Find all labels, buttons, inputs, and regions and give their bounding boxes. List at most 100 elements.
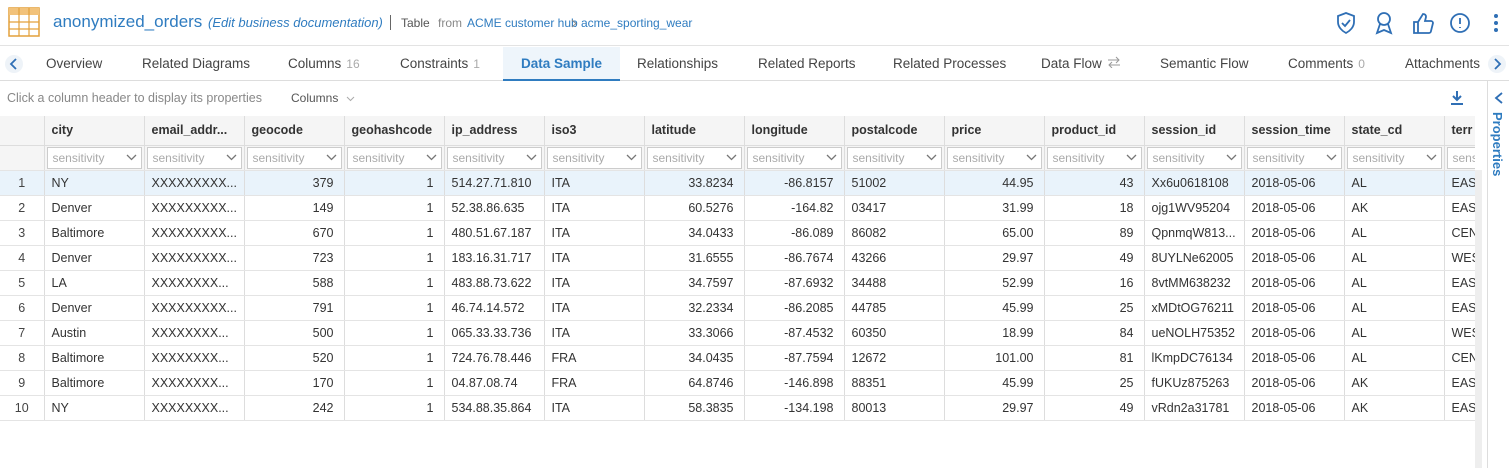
tab[interactable]: Comments 0 — [1288, 47, 1365, 81]
data-row[interactable]: 9 Baltimore XXXXXXXX... 170 1 04.87.08.74 FRA 6… — [0, 370, 1475, 396]
data-row[interactable]: 2 Denver XXXXXXXXX... 149 1 52.38.86.635 ITA 60… — [0, 195, 1475, 221]
cell: CEN — [1444, 220, 1475, 246]
cell: 43 — [1044, 170, 1145, 196]
tab[interactable]: Related Reports — [758, 47, 856, 81]
sensitivity-filter[interactable]: sensitivity — [1446, 146, 1476, 169]
sensitivity-filter[interactable]: sensitivity — [646, 146, 742, 169]
data-row[interactable]: 1 NY XXXXXXXXX... 379 1 514.27.71.810 ITA 33.82… — [0, 170, 1475, 196]
data-row[interactable]: 10 NY XXXXXXXX... 242 1 534.88.35.864 ITA 58.38… — [0, 395, 1475, 421]
sensitivity-filter[interactable]: sensitivity — [546, 146, 642, 169]
sensitivity-filter[interactable]: sensitivity — [1346, 146, 1442, 169]
filter-caret — [426, 154, 436, 160]
sensitivity-filter[interactable]: sensitivity — [246, 146, 342, 169]
like-icon[interactable] — [1413, 13, 1434, 34]
column-header[interactable]: latitude — [644, 116, 745, 146]
columns-button[interactable]: Columns — [291, 91, 355, 105]
column-header[interactable]: terr — [1444, 116, 1475, 146]
panel-toggle[interactable] — [1493, 91, 1505, 105]
tab[interactable]: Data Sample — [503, 47, 621, 81]
tab-label[interactable]: Related Processes — [893, 56, 1007, 71]
more-icon[interactable] — [1494, 14, 1498, 32]
column-header[interactable]: geohashcode — [344, 116, 445, 146]
columns-label[interactable]: Columns — [291, 91, 339, 105]
row-number: 3 — [0, 220, 45, 246]
tab-label[interactable]: Columns — [288, 56, 342, 71]
column-header[interactable]: longitude — [744, 116, 845, 146]
tab[interactable]: Related Processes — [893, 47, 1006, 81]
header: anonymized_orders (Edit business documen… — [0, 0, 1509, 46]
tab-label[interactable]: Relationships — [637, 56, 719, 71]
schema-link[interactable]: acme_sporting_wear — [581, 16, 693, 30]
cell: AL — [1344, 245, 1445, 271]
sensitivity-filter[interactable]: sensitivity — [1246, 146, 1342, 169]
cell: 34488 — [844, 270, 945, 296]
column-header[interactable]: session_time — [1244, 116, 1345, 146]
tab-label[interactable]: Overview — [46, 56, 103, 71]
column-header[interactable]: product_id — [1044, 116, 1145, 146]
tab[interactable]: Constraints 1 — [400, 47, 480, 81]
tab-label[interactable]: Attachments — [1405, 56, 1481, 71]
data-row[interactable]: 6 Denver XXXXXXXXX... 791 1 46.74.14.572 ITA 32… — [0, 295, 1475, 321]
filter-placeholder: sensitivity — [852, 150, 905, 165]
cell: 32.2334 — [644, 295, 745, 321]
column-header[interactable]: state_cd — [1344, 116, 1445, 146]
column-header[interactable]: geocode — [244, 116, 345, 146]
tab-label[interactable]: Related Diagrams — [142, 56, 251, 71]
column-header[interactable]: iso3 — [544, 116, 645, 146]
scroll-left[interactable] — [4, 54, 24, 74]
column-header[interactable]: session_id — [1144, 116, 1245, 146]
tab-label[interactable]: Data Sample — [521, 56, 603, 71]
tab[interactable]: Related Diagrams — [142, 47, 250, 81]
cell: EAST — [1444, 170, 1475, 196]
data-row[interactable]: 3 Baltimore XXXXXXXXX... 670 1 480.51.67.187 I… — [0, 220, 1475, 246]
tab[interactable]: Attachments — [1405, 47, 1480, 81]
sensitivity-filter[interactable]: sensitivity — [746, 146, 842, 169]
info-icon[interactable] — [1450, 13, 1470, 33]
filter-caret — [526, 154, 536, 160]
edit-link[interactable]: (Edit business documentation) — [208, 15, 383, 30]
tab-label[interactable]: Related Reports — [758, 56, 856, 71]
data-row[interactable]: 8 Baltimore XXXXXXXX... 520 1 724.76.78.446 FR… — [0, 345, 1475, 371]
tab[interactable]: Relationships — [637, 47, 718, 81]
column-header[interactable]: postalcode — [844, 116, 945, 146]
data-row[interactable]: 5 LA XXXXXXXX... 588 1 483.88.73.622 ITA 34.759… — [0, 270, 1475, 296]
sensitivity-filter[interactable]: sensitivity — [846, 146, 942, 169]
download-icon[interactable] — [1449, 90, 1465, 106]
cell: EAST — [1444, 295, 1475, 321]
tab-label[interactable]: Constraints — [400, 56, 469, 71]
data-row[interactable]: 7 Austin XXXXXXXX... 500 1 065.33.33.736 ITA 33… — [0, 320, 1475, 346]
data-row[interactable]: 4 Denver XXXXXXXXX... 723 1 183.16.31.717 ITA 3… — [0, 245, 1475, 271]
tab[interactable]: Overview — [46, 47, 102, 81]
cell: 44.95 — [944, 170, 1045, 196]
column-header[interactable]: ip_address — [444, 116, 545, 146]
caret — [346, 96, 355, 102]
cell: ueNOLH75352 — [1144, 320, 1245, 346]
sensitivity-filter[interactable]: sensitivity — [146, 146, 242, 169]
tab[interactable]: Semantic Flow — [1160, 47, 1249, 81]
cell: 03417 — [844, 195, 945, 221]
row-number: 5 — [0, 270, 45, 296]
filter-cell: sensitivity — [1444, 145, 1476, 171]
sensitivity-filter[interactable]: sensitivity — [946, 146, 1042, 169]
tab[interactable]: Columns 16 — [288, 47, 360, 81]
tab[interactable]: Data Flow — [1041, 47, 1121, 81]
column-header[interactable]: email_addr... — [144, 116, 245, 146]
source-link[interactable]: ACME customer hub — [467, 16, 578, 30]
side-panel-label[interactable]: Properties — [1490, 112, 1505, 177]
sensitivity-filter[interactable]: sensitivity — [346, 146, 442, 169]
column-header[interactable]: city — [44, 116, 145, 146]
filter-placeholder: sensitivity — [1452, 150, 1476, 165]
cell: 31.99 — [944, 195, 1045, 221]
cell: 2018-05-06 — [1244, 320, 1345, 346]
sensitivity-filter[interactable]: sensitivity — [46, 146, 142, 169]
scroll-right[interactable] — [1487, 54, 1507, 74]
tab-label[interactable]: Semantic Flow — [1160, 56, 1249, 71]
tab-label[interactable]: Comments — [1288, 56, 1354, 71]
shield-icon[interactable] — [1337, 12, 1355, 35]
sensitivity-filter[interactable]: sensitivity — [1046, 146, 1142, 169]
sensitivity-filter[interactable]: sensitivity — [446, 146, 542, 169]
tab-label[interactable]: Data Flow — [1041, 56, 1102, 71]
award-icon[interactable] — [1377, 12, 1391, 26]
sensitivity-filter[interactable]: sensitivity — [1146, 146, 1242, 169]
column-header[interactable]: price — [944, 116, 1045, 146]
